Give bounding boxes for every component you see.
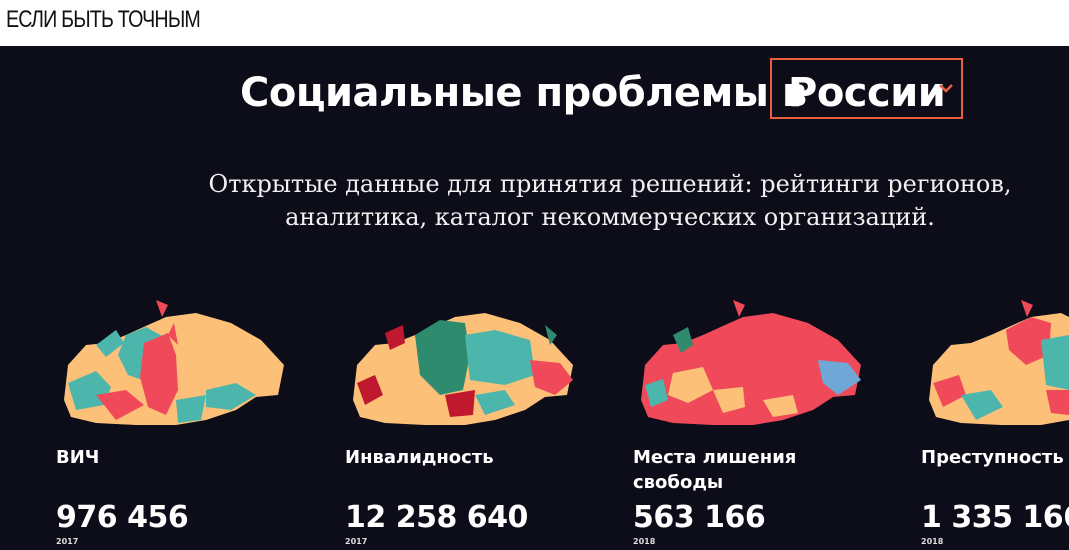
stat-card-prisons[interactable]: Места лишения свободы 563 166 2018 [633, 295, 893, 550]
stat-card-year: 2018 [921, 537, 944, 546]
subtitle-line-1: Открытые данные для принятия решений: ре… [208, 170, 1012, 198]
russia-map-crime-icon [929, 300, 1069, 425]
stat-card-hiv[interactable]: ВИЧ 976 456 2017 [56, 295, 316, 550]
stat-card-title: Места лишения свободы [633, 447, 797, 493]
stat-card-crime[interactable]: Преступность 1 335 166 2018 [921, 295, 1069, 550]
chevron-down-icon [939, 84, 953, 93]
russia-map-disability-icon [353, 313, 573, 425]
page-subtitle: Открытые данные для принятия решений: ре… [160, 168, 1060, 234]
subtitle-line-2: аналитика, каталог некоммерческих органи… [285, 203, 935, 231]
country-dropdown[interactable]: России [770, 58, 963, 119]
page-headline: Социальные проблемы в [240, 70, 807, 116]
stat-card-disability[interactable]: Инвалидность 12 258 640 2017 [345, 295, 605, 550]
country-dropdown-value: России [788, 70, 946, 116]
stat-card-year: 2017 [56, 537, 79, 546]
stat-card-value: 976 456 [56, 500, 189, 535]
russia-map-prisons-icon [641, 300, 861, 425]
stat-card-year: 2018 [633, 537, 656, 546]
stat-card-title: Преступность [921, 447, 1064, 468]
stat-card-title: Инвалидность [345, 447, 494, 468]
russia-map-hiv-icon [64, 300, 284, 425]
stat-card-value: 1 335 166 [921, 500, 1069, 535]
site-logo[interactable]: ЕСЛИ БЫТЬ ТОЧНЫМ [6, 6, 201, 33]
stat-card-value: 12 258 640 [345, 500, 528, 535]
stat-card-title: ВИЧ [56, 447, 100, 468]
stat-card-value: 563 166 [633, 500, 766, 535]
stat-card-year: 2017 [345, 537, 368, 546]
site-header: ЕСЛИ БЫТЬ ТОЧНЫМ [0, 0, 1069, 46]
